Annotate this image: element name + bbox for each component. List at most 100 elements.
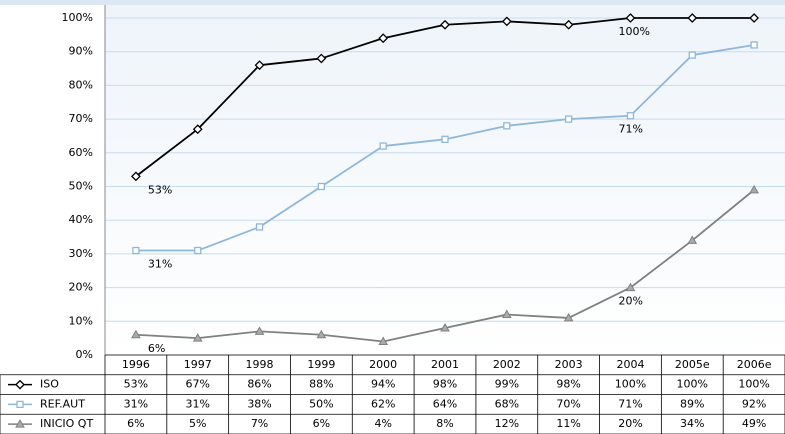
table-value: 88% xyxy=(309,378,333,391)
point-marker xyxy=(132,246,140,255)
point-marker xyxy=(379,142,387,150)
table-value: 31% xyxy=(124,397,148,410)
data-label: 100% xyxy=(618,25,649,38)
point-marker xyxy=(501,309,512,319)
table-value: 5% xyxy=(189,417,206,430)
table-value: 4% xyxy=(374,417,391,430)
y-tick-label: 20% xyxy=(69,281,93,294)
table-value: 31% xyxy=(186,397,210,410)
data-label: 53% xyxy=(148,183,172,196)
point-marker xyxy=(316,53,327,64)
y-tick-label: 10% xyxy=(69,314,93,327)
table-value: 12% xyxy=(495,417,519,430)
y-tick-label: 50% xyxy=(69,180,93,193)
y-tick-label: 60% xyxy=(69,146,93,159)
point-marker xyxy=(440,19,450,30)
point-marker xyxy=(255,223,264,231)
table-value: 7% xyxy=(251,417,268,430)
table-value: 98% xyxy=(556,378,580,391)
plot-area xyxy=(105,5,785,355)
point-marker xyxy=(750,41,758,49)
y-tick-label: 100% xyxy=(62,11,93,24)
point-marker xyxy=(317,182,326,191)
x-tick-label: 2001 xyxy=(431,358,459,371)
data-label: 20% xyxy=(618,295,642,308)
table-value: 86% xyxy=(247,378,271,391)
point-marker xyxy=(625,13,636,23)
point-marker xyxy=(749,13,760,23)
table-value: 100% xyxy=(738,378,769,391)
data-label: 71% xyxy=(618,123,642,136)
x-tick-label: 2004 xyxy=(616,358,644,371)
point-marker xyxy=(130,171,141,182)
table-value: 100% xyxy=(677,378,708,391)
table-value: 100% xyxy=(615,378,646,391)
point-marker xyxy=(194,246,202,255)
legend-label: REF.AUT xyxy=(40,397,85,410)
y-tick-label: 70% xyxy=(69,112,93,125)
legend-marker xyxy=(15,379,25,390)
table-value: 99% xyxy=(495,378,519,391)
x-tick-label: 2003 xyxy=(555,358,583,371)
point-marker xyxy=(687,235,698,244)
x-tick-label: 2006e xyxy=(737,358,772,371)
point-marker xyxy=(192,124,203,135)
point-marker xyxy=(378,33,389,44)
y-tick-label: 30% xyxy=(69,247,93,260)
point-marker xyxy=(564,115,573,123)
table-value: 64% xyxy=(433,397,457,410)
x-tick-label: 2000 xyxy=(369,358,397,371)
table-value: 11% xyxy=(556,417,580,430)
point-marker xyxy=(563,19,574,30)
point-marker xyxy=(254,326,265,335)
table-value: 38% xyxy=(247,397,271,410)
x-tick-label: 1998 xyxy=(246,358,274,371)
point-marker xyxy=(688,51,696,59)
x-tick-label: 2002 xyxy=(493,358,521,371)
legend-label: ISO xyxy=(40,378,59,391)
y-tick-label: 40% xyxy=(69,213,93,226)
x-tick-label: 2005e xyxy=(675,358,710,371)
point-marker xyxy=(441,135,449,143)
point-marker xyxy=(440,323,450,332)
point-marker xyxy=(625,282,636,292)
x-tick-label: 1999 xyxy=(307,358,335,371)
table-value: 8% xyxy=(436,417,453,430)
legend-label: INICIO QT xyxy=(40,417,93,430)
table-value: 6% xyxy=(127,417,144,430)
point-marker xyxy=(131,329,141,339)
y-tick-label: 80% xyxy=(69,78,93,91)
x-tick-label: 1997 xyxy=(184,358,212,371)
table-value: 34% xyxy=(680,417,704,430)
table-value: 94% xyxy=(371,378,395,391)
table-value: 50% xyxy=(309,397,333,410)
table-value: 6% xyxy=(313,417,330,430)
table-value: 71% xyxy=(618,397,642,410)
table-value: 92% xyxy=(742,397,766,410)
table-value: 20% xyxy=(618,417,642,430)
point-marker xyxy=(626,112,635,120)
table-value: 67% xyxy=(186,378,210,391)
table-value: 49% xyxy=(742,417,766,430)
point-marker xyxy=(192,333,203,342)
table-value: 53% xyxy=(124,378,148,391)
point-marker xyxy=(501,16,512,27)
table-value: 89% xyxy=(680,397,704,410)
point-marker xyxy=(254,60,265,71)
table-value: 98% xyxy=(433,378,457,391)
frame xyxy=(0,0,785,5)
x-tick-label: 1996 xyxy=(122,358,150,371)
point-marker xyxy=(749,184,759,194)
table-value: 70% xyxy=(556,397,580,410)
point-marker xyxy=(503,122,511,130)
data-label: 6% xyxy=(148,342,165,355)
legend-marker xyxy=(16,400,24,409)
point-marker xyxy=(316,329,327,339)
point-marker xyxy=(563,312,574,322)
point-marker xyxy=(378,336,389,346)
data-label: 31% xyxy=(148,258,172,271)
y-tick-label: 0% xyxy=(76,348,93,361)
table-value: 62% xyxy=(371,397,395,410)
y-tick-label: 90% xyxy=(69,45,93,58)
